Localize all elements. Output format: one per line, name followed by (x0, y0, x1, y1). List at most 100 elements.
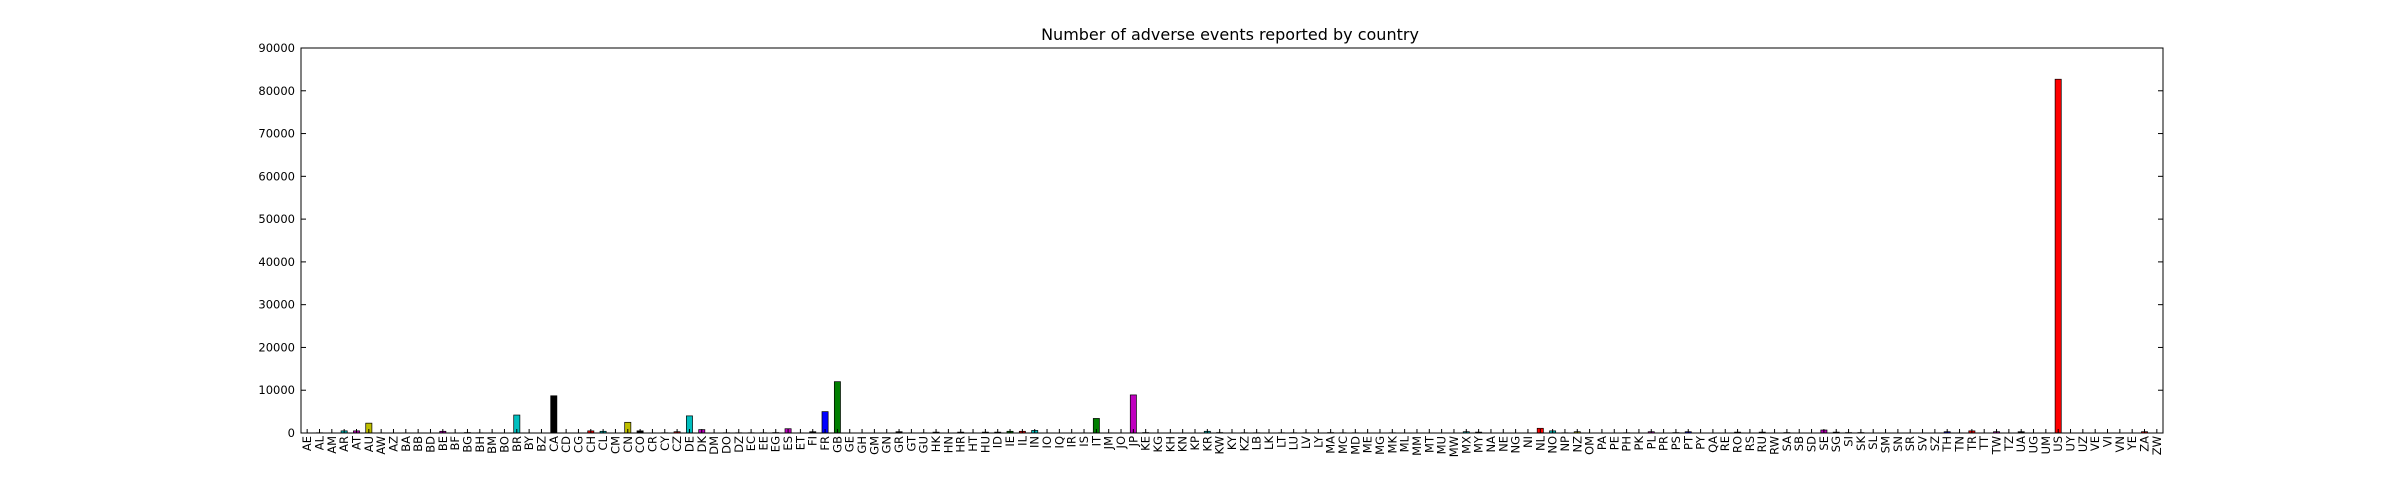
x-tick-label: UM (2039, 436, 2053, 454)
x-tick-label: RW (1768, 436, 1782, 455)
x-tick-label: NP (1558, 436, 1572, 452)
x-tick-label: PL (1644, 435, 1658, 449)
x-tick-label: KN (1176, 436, 1190, 452)
x-tick-label: ME (1361, 436, 1375, 453)
x-tick-label: MK (1385, 436, 1399, 454)
x-tick-label: CN (621, 436, 635, 453)
x-tick-label: RS (1743, 436, 1757, 451)
x-tick-label: SM (1879, 436, 1893, 453)
x-tick-label: NE (1496, 436, 1510, 452)
x-tick-label: PK (1632, 436, 1646, 451)
x-tick-label: ML (1398, 435, 1412, 452)
x-tick-label: GT (904, 435, 918, 452)
x-tick-label: MY (1472, 435, 1486, 453)
bar-us (2054, 78, 2062, 434)
x-tick-label: VI (2101, 436, 2115, 447)
x-tick-label: TW (1990, 436, 2004, 455)
x-tick-label: UG (2027, 436, 2041, 453)
x-tick-label: DK (695, 436, 709, 453)
x-tick-label: BF (448, 436, 462, 451)
x-tick-label: TN (1953, 436, 1967, 453)
x-tick-label: FI (806, 436, 820, 446)
x-tick-label: KH (1163, 436, 1177, 452)
y-tick-label: 40000 (258, 255, 295, 269)
x-tick-label: MX (1459, 436, 1473, 454)
x-tick-label: RO (1731, 436, 1745, 453)
x-tick-label: CZ (670, 436, 684, 452)
x-tick-label: BH (473, 436, 487, 453)
x-tick-label: AE (300, 436, 314, 451)
x-tick-label: ZW (2150, 436, 2164, 455)
x-tick-label: NA (1484, 436, 1498, 453)
x-tick-label: CR (645, 436, 659, 452)
x-tick-label: CO (633, 436, 647, 453)
y-tick-label: 10000 (258, 383, 295, 397)
x-tick-label: LB (1250, 436, 1264, 450)
x-tick-label: CY (658, 435, 672, 451)
x-tick-label: PT (1681, 435, 1695, 450)
x-tick-label: BM (485, 436, 499, 454)
x-tick-label: UZ (2076, 436, 2090, 452)
x-tick-label: JO (1114, 436, 1128, 449)
x-tick-label: PA (1595, 436, 1609, 450)
x-tick-label: PR (1657, 436, 1671, 451)
x-tick-label: HK (929, 436, 943, 453)
x-tick-label: VN (2113, 436, 2127, 452)
x-tick-label: TH (1940, 436, 1954, 453)
x-tick-label: BA (399, 436, 413, 452)
x-tick-label: MA (1324, 436, 1338, 454)
x-tick-label: SD (1805, 436, 1819, 452)
x-tick-label: NL (1533, 435, 1547, 451)
x-tick-label: DM (707, 436, 721, 455)
x-tick-label: DE (682, 436, 696, 452)
x-tick-label: CL (596, 435, 610, 450)
x-tick-label: SZ (1928, 436, 1942, 451)
bar-jp (1129, 394, 1137, 434)
x-tick-label: DO (719, 436, 733, 454)
x-tick-label: JP (1126, 436, 1140, 447)
x-tick-label: RE (1718, 436, 1732, 451)
x-tick-label: GN (880, 436, 894, 454)
y-tick-label: 50000 (258, 212, 295, 226)
x-tick-label: SN (1891, 436, 1905, 452)
x-tick-label: SE (1817, 436, 1831, 451)
x-tick-label: PE (1607, 436, 1621, 450)
x-tick-label: MC (1336, 436, 1350, 454)
x-tick-label: BR (510, 436, 524, 452)
x-tick-label: BZ (534, 436, 548, 452)
x-tick-label: IQ (1052, 436, 1066, 448)
x-tick-label: KR (1200, 436, 1214, 452)
x-tick-label: EG (769, 436, 783, 452)
x-tick-label: PY (1694, 435, 1708, 450)
x-tick-label: IS (1077, 436, 1091, 447)
x-tick-label: EE (756, 436, 770, 451)
x-tick-label: GE (843, 436, 857, 452)
x-tick-label: BB (411, 436, 425, 452)
x-tick-label: OM (1583, 436, 1597, 455)
x-tick-label: CH (584, 436, 598, 453)
y-tick-label: 20000 (258, 340, 295, 354)
x-tick-label: GR (892, 436, 906, 453)
x-tick-label: US (2051, 436, 2065, 452)
x-tick-label: IL (1015, 435, 1029, 445)
x-tick-label: HN (941, 436, 955, 453)
x-tick-label: AR (337, 436, 351, 452)
x-tick-label: CA (547, 436, 561, 452)
y-tick-label: 90000 (258, 41, 295, 55)
x-tick-label: TT (1977, 435, 1991, 451)
x-tick-label: IR (1065, 436, 1079, 447)
y-tick-label: 0 (288, 426, 295, 440)
x-tick-label: SA (1780, 436, 1794, 452)
x-tick-label: JM (1102, 436, 1116, 450)
x-tick-label: YE (2125, 436, 2139, 451)
y-tick-label: 80000 (258, 84, 295, 98)
x-tick-label: CD (559, 436, 573, 453)
y-axis: 0 10000 20000 30000 40000 50000 60000 70000 8000… (258, 41, 2163, 440)
x-tick-label: NZ (1570, 436, 1584, 453)
x-tick-label: SR (1903, 436, 1917, 451)
x-tick-label: GB (830, 436, 844, 453)
x-tick-label: MG (1373, 436, 1387, 455)
x-tick-label: QA (1706, 436, 1720, 453)
x-tick-label: TZ (2002, 436, 2016, 452)
x-tick-label: ZA (2138, 436, 2152, 452)
